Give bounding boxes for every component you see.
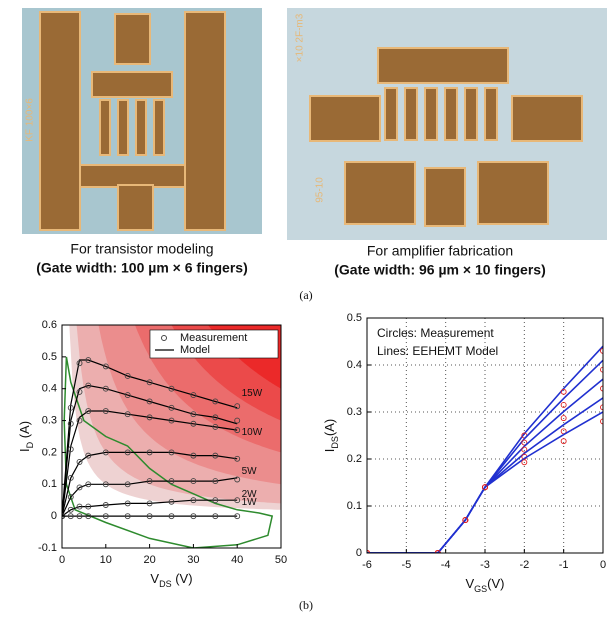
axis-label-part: (V) [487,576,504,591]
model-line [367,360,603,553]
x-tick-label: 20 [143,554,155,566]
y-tick-label: 0.1 [42,478,57,490]
y-tick-label: 0 [356,547,362,559]
legend-label: Measurement [180,332,247,344]
y-tick-label: 0.3 [347,406,362,418]
photo-left: KF 100×6 [22,8,262,234]
x-tick-label: -5 [401,559,411,571]
power-label: 15W [242,388,263,399]
power-label: 10W [242,427,263,438]
y-tick-label: 0 [51,510,57,522]
y-tick-label: 0.3 [42,414,57,426]
annotation: Lines: EEHEMT Model [377,344,498,358]
photo-marking: 95-10 [315,177,326,203]
photo-marking: ×10 2F-m3 [295,13,306,62]
ylabel-axis-label: ID (A) [17,421,35,452]
y-tick-label: -0.1 [38,542,57,554]
power-label: 2W [242,489,258,500]
caption: For transistor modeling [70,241,213,257]
annotation: Circles: Measurement [377,326,494,340]
axis-label-part: GS [474,584,487,594]
caption: (Gate width: 100 µm × 6 fingers) [36,260,248,276]
x-tick-label: 0 [59,554,65,566]
x-tick-label: -3 [480,559,490,571]
photo-right: ×10 2F-m3 95-10 [287,8,607,240]
axis-label-part: DS [330,436,340,449]
x-tick-label: -6 [362,559,372,571]
x-tick-label: 0 [600,559,606,571]
caption: For amplifier fabrication [367,243,513,259]
model-line [367,398,603,553]
x-tick-label: 10 [100,554,112,566]
y-tick-label: 0.1 [347,500,362,512]
xlabel-axis-label: VGS(V) [465,576,504,594]
photo-marking: KF 100×6 [25,98,36,142]
legend-label: Model [180,344,210,356]
panel-label: (b) [299,598,313,612]
power-label: 5W [242,466,258,477]
axis-label-part: V [150,571,159,586]
x-tick-label: 40 [231,554,243,566]
xlabel-axis-label: VDS (V) [150,571,192,589]
x-tick-label: -4 [441,559,451,571]
x-tick-label: 30 [187,554,199,566]
y-tick-label: 0.5 [42,351,57,363]
x-tick-label: -1 [559,559,569,571]
x-tick-label: 50 [275,554,287,566]
y-tick-label: 0.2 [42,446,57,458]
ylabel-axis-label: IDS(A) [322,419,340,452]
y-tick-label: 0.4 [42,383,57,395]
axis-label-part: (V) [172,571,193,586]
axis-label-part: (A) [322,419,337,436]
figure: KF 100×6 ×10 2F-m3 95-10 For transistor … [0,0,613,619]
model-line [367,346,603,553]
y-tick-label: 0.5 [347,312,362,324]
y-tick-label: 0.2 [347,453,362,465]
axis-label-part: V [465,576,474,591]
y-tick-label: 0.6 [42,319,57,331]
panel-label: (a) [299,288,312,302]
caption: (Gate width: 96 µm × 10 fingers) [334,262,546,278]
y-tick-label: 0.4 [347,359,362,371]
axis-label-part: (A) [17,421,32,442]
x-tick-label: -2 [519,559,529,571]
axis-label-part: DS [159,579,172,589]
